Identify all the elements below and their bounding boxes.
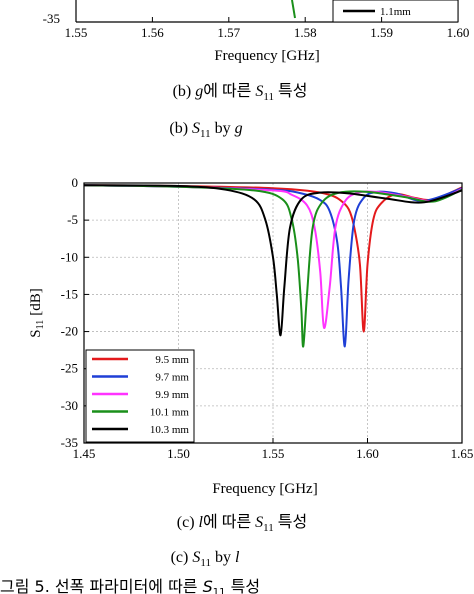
top-x-tick-label: 1.57 bbox=[217, 25, 240, 40]
x-axis-title: Frequency [GHz] bbox=[212, 481, 317, 497]
series-line-4 bbox=[83, 184, 463, 337]
series-lines bbox=[83, 184, 463, 348]
top-x-tick-label: 1.59 bbox=[370, 25, 393, 40]
top-x-axis-title: Frequency [GHz] bbox=[214, 48, 319, 64]
caption-c-korean: (c) l에 따른 S11 특성 bbox=[177, 513, 307, 534]
main-chart: 0-5-10-15-20-25-30-35 1.45 1.50 1.55 1.60 1.… bbox=[28, 175, 473, 497]
y-axis-title: S11[dB] bbox=[28, 288, 46, 337]
top-green-curve-tail bbox=[291, 0, 296, 19]
x-tick-label: 1.50 bbox=[167, 446, 190, 461]
series-line-3 bbox=[83, 184, 463, 348]
figure-caption-partial: 그림 5. 선폭 파라미터에 따른 S11 특성 bbox=[0, 577, 260, 594]
series-line-1 bbox=[83, 184, 463, 348]
top-x-tick-label: 1.60 bbox=[447, 25, 470, 40]
series-line-2 bbox=[83, 184, 463, 329]
y-tick-label: -30 bbox=[61, 398, 78, 413]
caption-c-english: (c) S11 by l bbox=[171, 549, 240, 569]
y-tick-label: -15 bbox=[61, 286, 78, 301]
top-x-tick-label: 1.55 bbox=[65, 25, 88, 40]
legend-label: 10.1 mm bbox=[150, 407, 190, 419]
legend-label: 9.9 mm bbox=[155, 389, 189, 401]
legend: 9.5 mm 9.7 mm 9.9 mm 10.1 mm 10.3 mm bbox=[85, 349, 195, 443]
top-x-tick-label: 1.58 bbox=[294, 25, 317, 40]
legend-label: 9.5 mm bbox=[155, 354, 189, 366]
top-x-tick-label: 1.56 bbox=[141, 25, 164, 40]
x-tick-label: 1.45 bbox=[73, 446, 96, 461]
top-legend-label: 1.1mm bbox=[380, 6, 411, 18]
y-tick-label: 0 bbox=[72, 175, 79, 190]
top-y-tick-label: -35 bbox=[43, 11, 60, 26]
top-legend-box bbox=[332, 0, 459, 23]
y-tick-label: -5 bbox=[67, 212, 78, 227]
legend-box bbox=[85, 349, 195, 443]
top-x-ticks: 1.55 1.56 1.57 1.58 1.59 1.60 bbox=[65, 17, 470, 40]
y-tick-label: -25 bbox=[61, 361, 78, 376]
y-tick-label: -10 bbox=[61, 249, 78, 264]
y-tick-label: -35 bbox=[61, 435, 78, 450]
caption-b-english: (b) S11 by g bbox=[169, 120, 242, 140]
x-tick-label: 1.65 bbox=[451, 446, 474, 461]
y-ticks: 0 -5 -10 -15 -20 -25 -30 -35 bbox=[61, 175, 89, 450]
caption-b-korean: (b) g에 따른 S11 특성 bbox=[173, 82, 308, 103]
x-ticks: 1.45 1.50 1.55 1.60 1.65 bbox=[73, 438, 474, 461]
top-chart-fragment: -35 1.1mm 1.55 1.56 1.57 1.58 1.59 1.60 Frequ… bbox=[43, 0, 470, 140]
legend-label: 10.3 mm bbox=[150, 424, 190, 436]
y-tick-label: -20 bbox=[61, 324, 78, 339]
x-tick-label: 1.55 bbox=[262, 446, 285, 461]
legend-label: 9.7 mm bbox=[155, 372, 189, 384]
x-tick-label: 1.60 bbox=[356, 446, 379, 461]
